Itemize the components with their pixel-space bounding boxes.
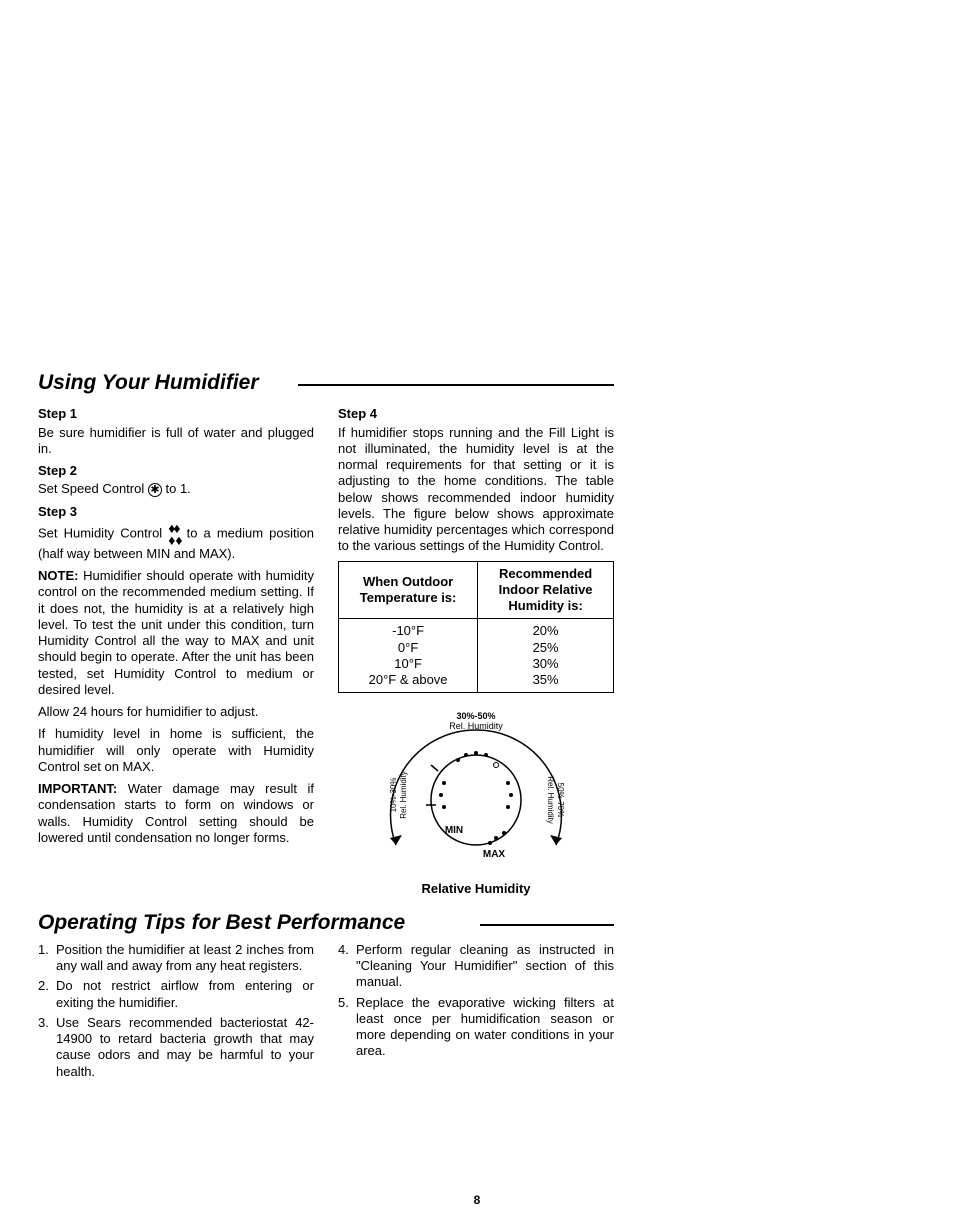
th2b: Indoor Relative [499, 582, 593, 597]
r0h: 20% [533, 623, 559, 638]
step1-heading: Step 1 [38, 406, 314, 422]
dial-caption: Relative Humidity [338, 881, 614, 897]
tip-num: 3. [38, 1015, 56, 1080]
droplets-icon: ♦♦♦ ♦ [168, 522, 180, 546]
table-data-row: -10°F 0°F 10°F 20°F & above 20% 25% 30% … [339, 619, 614, 693]
humidity-dial: 30%-50% Rel. Humidity MIN MAX 10%-30% Re… [338, 705, 614, 897]
dial-left-pct: 10%-30% [389, 778, 398, 813]
r3h: 35% [533, 672, 559, 687]
tip-text: Position the humidifier at least 2 inche… [56, 942, 314, 975]
step2-heading: Step 2 [38, 463, 314, 479]
table-header-row: When Outdoor Temperature is: Recommended… [339, 561, 614, 619]
using-col-left: Step 1 Be sure humidifier is full of wat… [38, 400, 314, 897]
dial-svg: 30%-50% Rel. Humidity MIN MAX 10%-30% Re… [366, 705, 586, 875]
sufficient-text: If humidity level in home is sufficient,… [38, 726, 314, 775]
allow-text: Allow 24 hours for humidifier to adjust. [38, 704, 314, 720]
tip-item: 5.Replace the evaporative wicking filter… [338, 995, 614, 1060]
important-paragraph: IMPORTANT: Water damage may result if co… [38, 781, 314, 846]
section-title-using: Using Your Humidifier [38, 370, 614, 396]
r0t: -10°F [392, 623, 424, 638]
dial-top-lbl: Rel. Humidity [449, 721, 503, 731]
step2-text-a: Set Speed Control [38, 481, 148, 496]
r2t: 10°F [394, 656, 422, 671]
dial-max: MAX [483, 849, 506, 860]
note-paragraph: NOTE: Humidifier should operate with hum… [38, 568, 314, 698]
tip-item: 2.Do not restrict airflow from entering … [38, 978, 314, 1011]
tip-text: Use Sears recommended bacteriostat 42-14… [56, 1015, 314, 1080]
tip-num: 2. [38, 978, 56, 1011]
table-temp-cell: -10°F 0°F 10°F 20°F & above [339, 619, 478, 693]
th2c: Humidity is: [508, 598, 582, 613]
important-label: IMPORTANT: [38, 781, 117, 796]
section-title-using-text: Using Your Humidifier [38, 371, 259, 394]
step2-text: Set Speed Control to 1. [38, 481, 314, 497]
humidity-table: When Outdoor Temperature is: Recommended… [338, 561, 614, 694]
section-rule-2 [480, 924, 614, 926]
dial-left-lbl: Rel. Humidity [399, 771, 408, 819]
tip-text: Perform regular cleaning as instructed i… [356, 942, 614, 991]
tip-item: 3.Use Sears recommended bacteriostat 42-… [38, 1015, 314, 1080]
dial-min: MIN [445, 825, 463, 836]
fan-icon [148, 483, 162, 497]
dial-right-lbl: Rel. Humidity [546, 776, 555, 824]
dial-right-pct: 50%-70% [556, 783, 565, 818]
tips-list-left: 1.Position the humidifier at least 2 inc… [38, 942, 314, 1080]
tip-text: Replace the evaporative wicking filters … [356, 995, 614, 1060]
tips-list-right: 4.Perform regular cleaning as instructed… [338, 942, 614, 1060]
table-header-outdoor: When Outdoor Temperature is: [339, 561, 478, 619]
tip-num: 1. [38, 942, 56, 975]
tip-text: Do not restrict airflow from entering or… [56, 978, 314, 1011]
step1-text: Be sure humidifier is full of water and … [38, 425, 314, 458]
note-text: Humidifier should operate with humidity … [38, 568, 314, 697]
th2a: Recommended [499, 566, 592, 581]
page-number: 8 [474, 1193, 481, 1208]
tip-item: 1.Position the humidifier at least 2 inc… [38, 942, 314, 975]
r2h: 30% [533, 656, 559, 671]
section-rule [298, 384, 614, 386]
section-title-tips-text: Operating Tips for Best Performance [38, 911, 405, 934]
step3-text: Set Humidity Control ♦♦♦ ♦ to a medium p… [38, 522, 314, 562]
tip-num: 5. [338, 995, 356, 1060]
th1a: When Outdoor [363, 574, 453, 589]
table-hum-cell: 20% 25% 30% 35% [478, 619, 614, 693]
tip-item: 4.Perform regular cleaning as instructed… [338, 942, 614, 991]
tips-col-right: 4.Perform regular cleaning as instructed… [338, 942, 614, 1084]
using-col-right: Step 4 If humidifier stops running and t… [338, 400, 614, 897]
section-title-tips: Operating Tips for Best Performance [38, 910, 614, 936]
r1t: 0°F [398, 640, 418, 655]
r1h: 25% [533, 640, 559, 655]
tip-num: 4. [338, 942, 356, 991]
step3-text-a: Set Humidity Control [38, 525, 168, 540]
step4-heading: Step 4 [338, 406, 614, 422]
tips-col-left: 1.Position the humidifier at least 2 inc… [38, 942, 314, 1084]
tips-columns: 1.Position the humidifier at least 2 inc… [38, 942, 614, 1084]
step2-text-b: to 1. [165, 481, 190, 496]
step3-heading: Step 3 [38, 504, 314, 520]
note-label: NOTE: [38, 568, 78, 583]
using-columns: Step 1 Be sure humidifier is full of wat… [38, 400, 614, 897]
th1b: Temperature is: [360, 590, 457, 605]
dial-top-pct: 30%-50% [456, 711, 495, 721]
step4-text: If humidifier stops running and the Fill… [338, 425, 614, 555]
table-header-indoor: Recommended Indoor Relative Humidity is: [478, 561, 614, 619]
r3t: 20°F & above [369, 672, 448, 687]
